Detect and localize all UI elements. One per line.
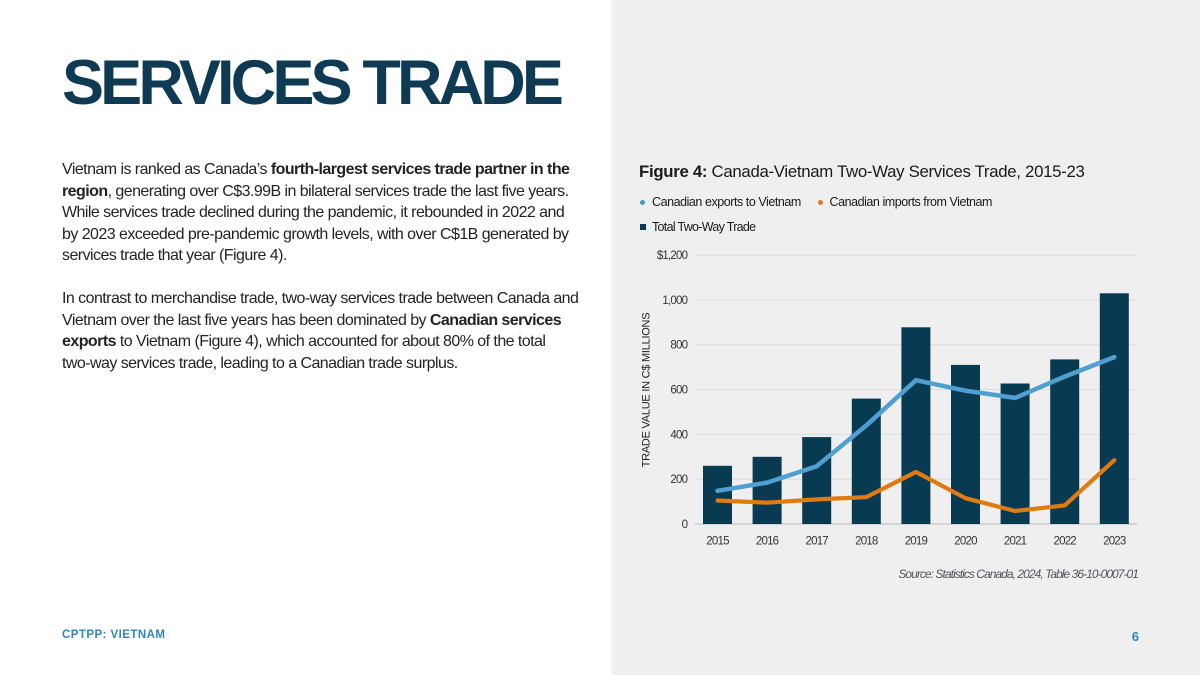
svg-text:2021: 2021 <box>1004 536 1027 548</box>
svg-text:2018: 2018 <box>855 536 878 548</box>
svg-text:200: 200 <box>670 474 687 486</box>
svg-text:2023: 2023 <box>1103 536 1126 548</box>
svg-text:2016: 2016 <box>756 536 779 548</box>
svg-text:2022: 2022 <box>1054 536 1077 548</box>
svg-text:0: 0 <box>682 519 688 531</box>
svg-text:1,000: 1,000 <box>662 295 687 307</box>
svg-text:800: 800 <box>670 340 687 352</box>
svg-text:600: 600 <box>670 385 687 397</box>
svg-text:2019: 2019 <box>905 536 928 548</box>
svg-text:2017: 2017 <box>806 536 829 548</box>
svg-text:400: 400 <box>670 429 687 441</box>
svg-text:2020: 2020 <box>954 536 977 548</box>
svg-text:$1,200: $1,200 <box>657 250 688 262</box>
svg-text:TRADE VALUE IN C$ MILLIONS: TRADE VALUE IN C$ MILLIONS <box>641 313 653 468</box>
svg-text:2015: 2015 <box>706 536 729 548</box>
